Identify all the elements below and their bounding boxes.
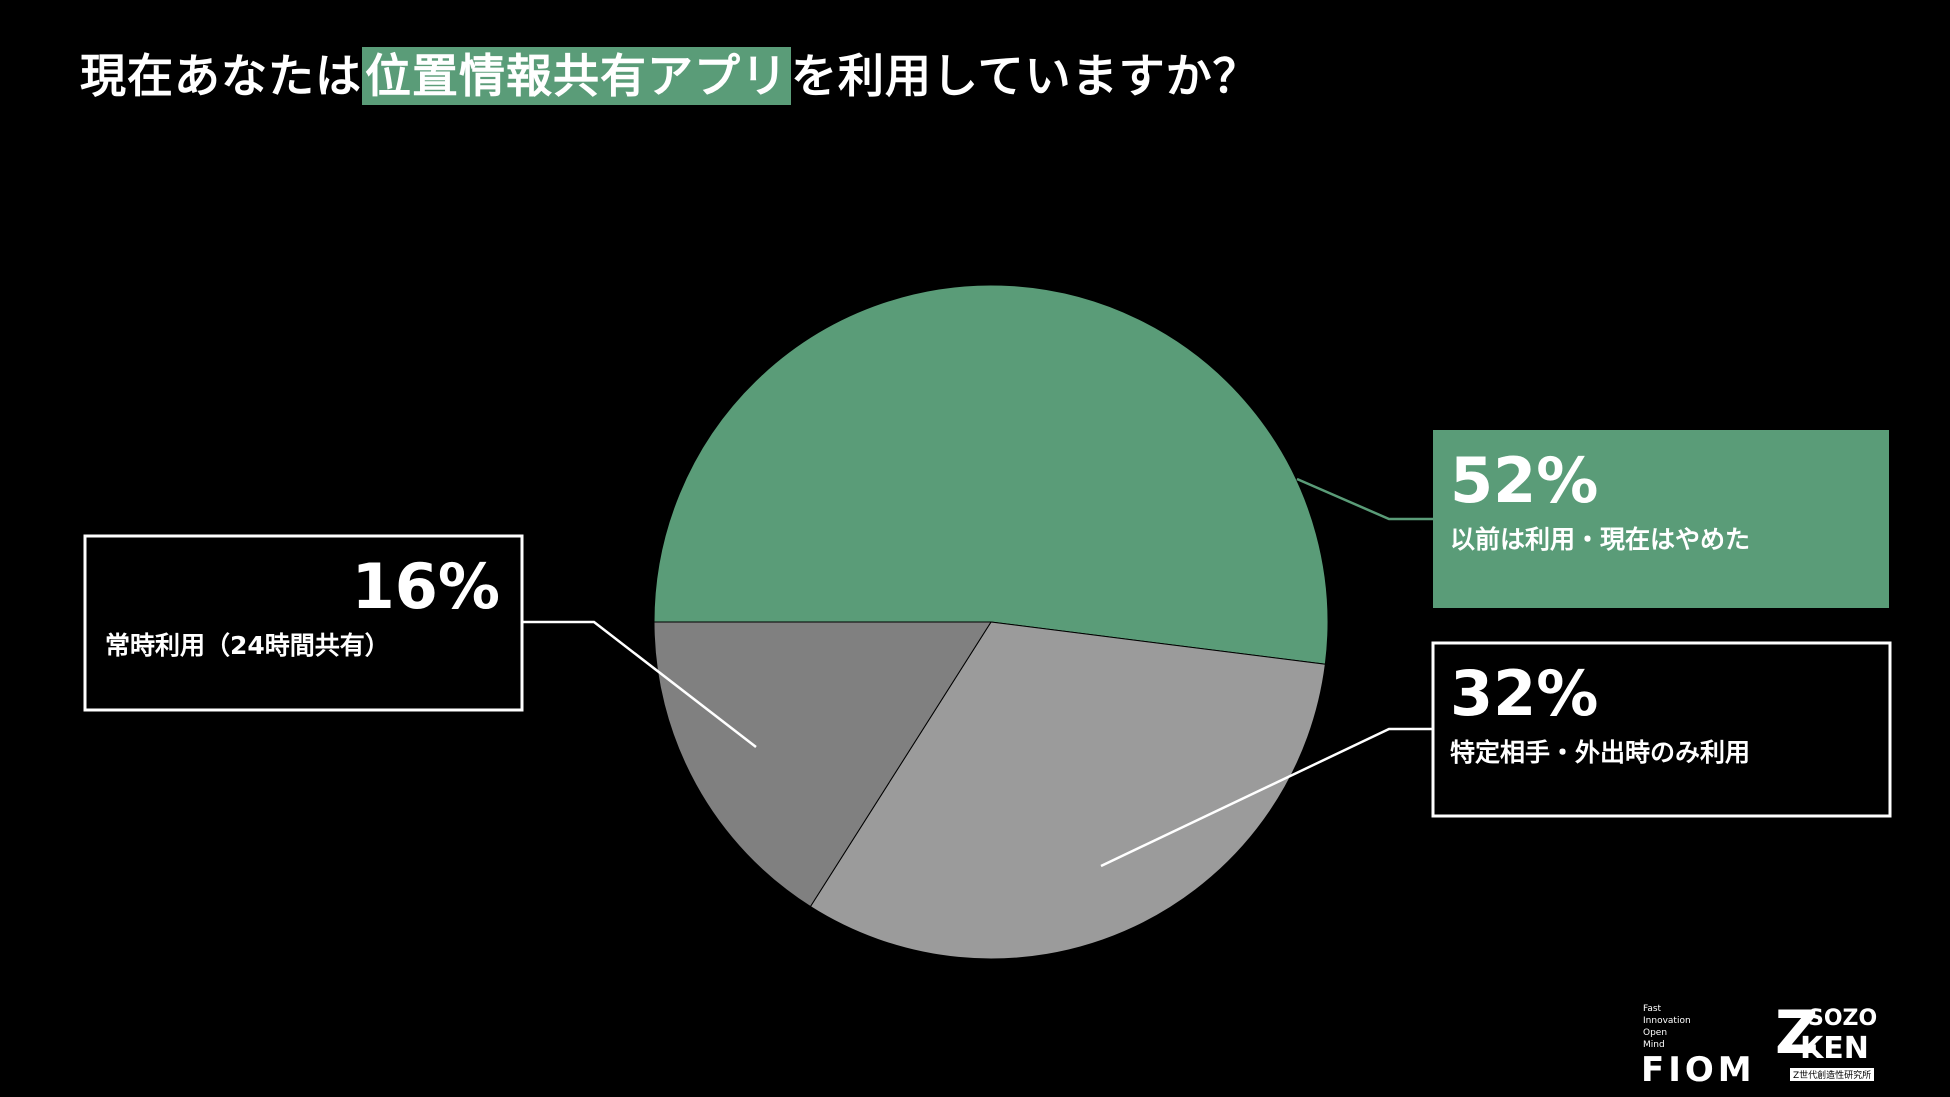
category-label: 以前は利用・現在はやめた — [1450, 525, 1750, 554]
sozo-logo: SOZO — [1808, 1006, 1878, 1031]
ken-logo: KEN — [1800, 1031, 1869, 1066]
fiom-tagline: Fast Innovation Open Mind — [1643, 1003, 1691, 1051]
sozo-sub: Z世代創造性研究所 — [1790, 1068, 1875, 1081]
category-label: 特定相手・外出時のみ利用 — [1450, 738, 1750, 767]
chart-title: 現在あなたは位置情報共有アプリを利用していますか？ — [80, 40, 1260, 106]
value-label: 16% — [352, 550, 500, 623]
tagline: Fast — [1643, 1004, 1662, 1014]
title-part: 現在あなたは — [80, 49, 362, 103]
title-highlight: 位置情報共有アプリ — [362, 47, 791, 105]
title-part: を利用していますか？ — [791, 49, 1260, 103]
z-logo: Z — [1775, 998, 1819, 1068]
pie-slice — [653, 621, 992, 908]
leader-line — [1296, 477, 1433, 521]
pie-slice — [653, 284, 1329, 665]
pie-slice — [809, 621, 1326, 960]
tagline: Open — [1643, 1028, 1668, 1038]
tagline: Innovation — [1643, 1016, 1691, 1026]
leader-line — [1100, 727, 1433, 868]
leader-line — [522, 620, 757, 748]
category-label: 常時利用（24時間共有） — [105, 631, 390, 660]
value-label: 52% — [1450, 444, 1598, 517]
label-box — [1433, 430, 1889, 608]
fiom-logo: FIOM — [1641, 1050, 1756, 1090]
value-label: 32% — [1450, 657, 1598, 730]
tagline: Mind — [1643, 1040, 1665, 1050]
